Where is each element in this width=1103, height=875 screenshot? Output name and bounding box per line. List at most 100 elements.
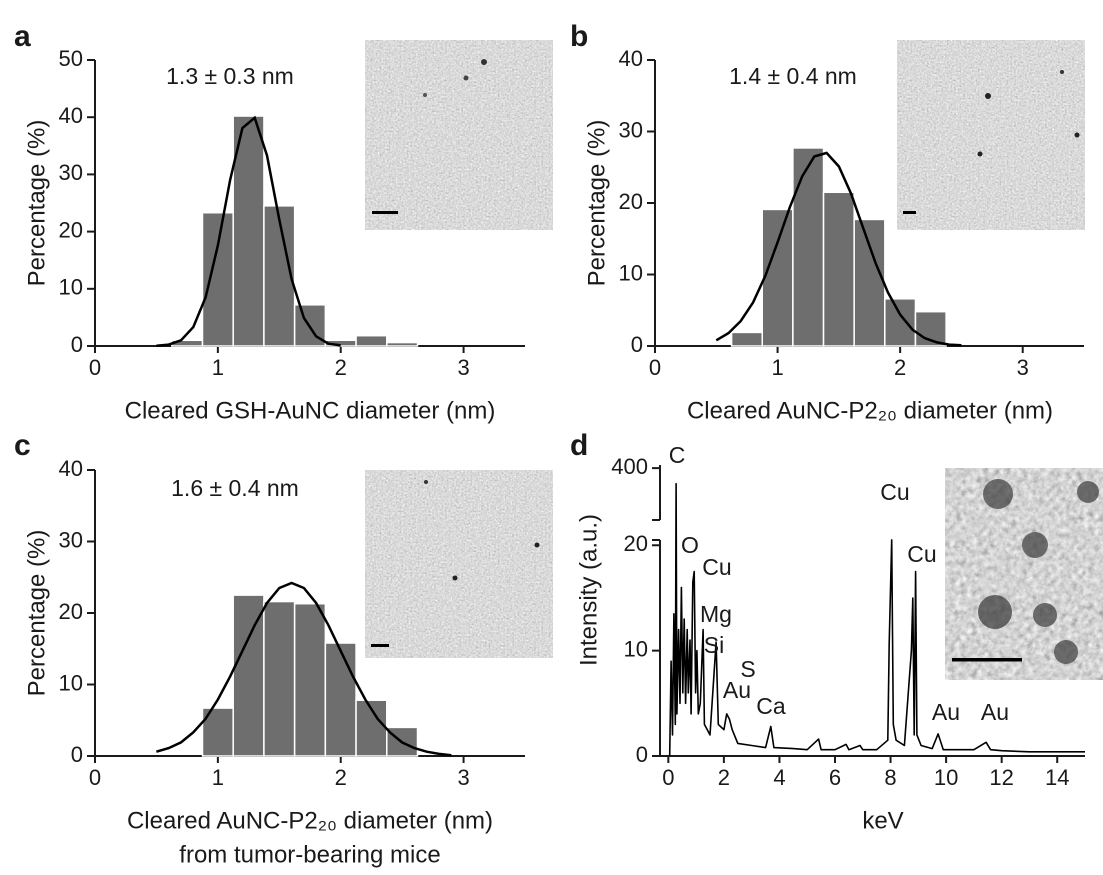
y-axis-label: Percentage (%) — [23, 530, 50, 697]
bar — [792, 147, 825, 347]
x-tick-label: 10 — [934, 765, 958, 790]
bar — [761, 208, 794, 347]
annotation: 1.3 ± 0.3 nm — [166, 63, 294, 89]
tem-image — [897, 40, 1085, 230]
panel-label: d — [570, 429, 588, 462]
y-tick-label: 0 — [636, 742, 648, 767]
y-tick-label: 20 — [59, 217, 83, 242]
y-axis-label: Percentage (%) — [583, 120, 610, 287]
x-tick-label: 3 — [1017, 355, 1029, 380]
peak-label: S — [740, 656, 755, 682]
bar — [853, 218, 886, 347]
y-tick-label: 50 — [59, 46, 83, 71]
x-tick-label: 3 — [457, 765, 469, 790]
peak-label: Mg — [700, 601, 732, 627]
peak-label: Au — [723, 677, 751, 703]
y-tick-label: 0 — [71, 742, 83, 767]
spectrum-line — [668, 482, 1085, 757]
y-tick-label: 30 — [619, 117, 643, 142]
y-axis-label: Intensity (a.u.) — [575, 514, 602, 666]
x-tick-label: 2 — [335, 765, 347, 790]
x-axis-label: from tumor-bearing mice — [179, 841, 440, 868]
x-tick-label: 4 — [773, 765, 785, 790]
x-tick-label: 2 — [894, 355, 906, 380]
panel: c Percentage (%) Cleared AuNC-P2₂₀ diamete… — [14, 429, 525, 868]
annotation: 1.6 ± 0.4 nm — [171, 475, 299, 501]
x-axis-label: keV — [862, 807, 903, 834]
scale-bar — [952, 658, 1022, 662]
y-tick-label: 20 — [59, 599, 83, 624]
bar — [201, 211, 234, 347]
x-tick-label: 1 — [212, 355, 224, 380]
tem-image — [365, 470, 553, 658]
bar — [822, 191, 855, 347]
bar — [730, 331, 763, 347]
y-tick-label: 0 — [71, 332, 83, 357]
y-axis-label: Percentage (%) — [23, 120, 50, 287]
y-tick-label: 40 — [59, 456, 83, 481]
x-tick-label: 1 — [212, 765, 224, 790]
tem-image — [365, 40, 553, 230]
x-tick-label: 0 — [89, 355, 101, 380]
y-tick-label: 10 — [59, 275, 83, 300]
x-tick-label: 0 — [649, 355, 661, 380]
scale-bar — [372, 211, 398, 214]
x-tick-label: 3 — [457, 355, 469, 380]
panel-label: c — [14, 429, 31, 462]
bar — [293, 602, 327, 757]
y-tick-label: 0 — [631, 332, 643, 357]
y-tick-label: 20 — [619, 189, 643, 214]
fit-curve — [715, 151, 962, 347]
y-tick-label: 40 — [619, 46, 643, 71]
x-axis-label: Cleared GSH-AuNC diameter (nm) — [125, 397, 496, 424]
bar — [884, 298, 917, 347]
inset-image — [365, 470, 553, 658]
peak-label: Ca — [756, 693, 786, 719]
fit-curve — [156, 115, 341, 347]
peak-label: Au — [981, 699, 1009, 725]
y-tick-label: 10 — [619, 260, 643, 285]
bar — [232, 115, 265, 347]
annotation: 1.4 ± 0.4 nm — [729, 63, 857, 89]
x-axis-label: Cleared AuNC-P2₂₀ diameter (nm) — [127, 807, 493, 834]
peak-label: O — [681, 532, 699, 558]
panel: a Percentage (%) Cleared GSH-AuNC diameter… — [14, 20, 525, 424]
bar — [324, 642, 357, 757]
y-tick-label: 30 — [59, 160, 83, 185]
peak-label: C — [669, 442, 686, 468]
peak-label: Cu — [907, 541, 936, 567]
scale-bar — [903, 211, 916, 214]
panel: d Intensity (a.u.) keV 0 2 4 6 8 10 12 14 0 10 20 400 C… — [570, 429, 1085, 834]
inset-image — [897, 40, 1085, 230]
x-tick-label: 1 — [771, 355, 783, 380]
x-tick-label: 6 — [829, 765, 841, 790]
bar — [386, 341, 419, 347]
hrtem-image — [945, 468, 1103, 680]
x-tick-label: 8 — [884, 765, 896, 790]
x-tick-label: 12 — [989, 765, 1013, 790]
x-axis-label: Cleared AuNC-P2₂₀ diameter (nm) — [687, 397, 1053, 424]
x-tick-label: 0 — [89, 765, 101, 790]
y-tick-label: 10 — [59, 670, 83, 695]
panel-label: b — [570, 20, 588, 53]
bar — [263, 205, 296, 347]
x-tick-label: 2 — [335, 355, 347, 380]
x-tick-label: 2 — [718, 765, 730, 790]
bar — [263, 600, 296, 757]
panel: b Percentage (%) Cleared AuNC-P2₂₀ diamete… — [570, 20, 1084, 424]
fit-curve — [156, 581, 452, 757]
scale-bar — [371, 644, 389, 647]
peak-label: Cu — [880, 479, 909, 505]
y-tick-label: 400 — [611, 454, 648, 479]
inset-image — [945, 468, 1103, 680]
panel-label: a — [14, 20, 31, 53]
x-tick-label: 0 — [662, 765, 674, 790]
y-tick-label: 20 — [624, 531, 648, 556]
bar — [355, 334, 388, 347]
x-tick-label: 14 — [1045, 765, 1069, 790]
peak-label: Si — [704, 632, 724, 658]
y-tick-label: 30 — [59, 527, 83, 552]
y-tick-label: 10 — [624, 636, 648, 661]
y-tick-label: 40 — [59, 103, 83, 128]
